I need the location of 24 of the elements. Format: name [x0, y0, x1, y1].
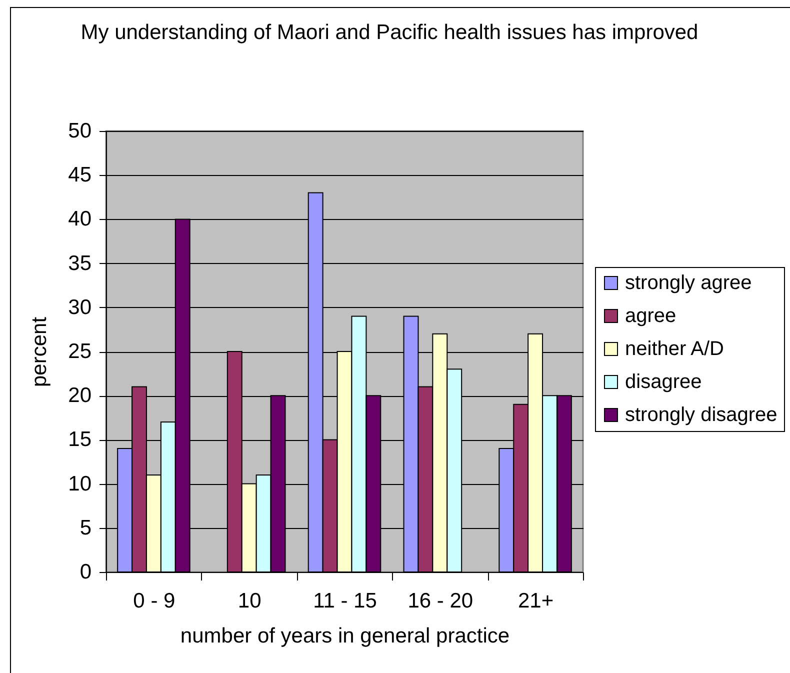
legend-label: strongly disagree	[625, 404, 778, 426]
chart-title: My understanding of Maori and Pacific health issues has improved	[80, 21, 698, 44]
legend-label: strongly agree	[625, 272, 752, 294]
x-tick-label: 0 - 9	[133, 590, 176, 612]
y-tick-label: 50	[68, 120, 92, 142]
y-tick-label: 0	[80, 560, 92, 584]
x-tick-label: 16 - 20	[408, 590, 474, 612]
y-tick-label: 10	[68, 472, 92, 496]
y-tick-label: 5	[80, 516, 92, 540]
x-tick-label: 21+	[518, 590, 554, 612]
y-tick-label: 25	[68, 340, 92, 363]
y-tick-label: 45	[68, 164, 92, 187]
legend-label: neither A/D	[625, 338, 724, 360]
y-tick-label: 20	[68, 384, 92, 408]
y-tick-label: 35	[68, 252, 92, 275]
y-tick-label: 30	[68, 296, 92, 319]
x-tick-label: 11 - 15	[313, 590, 377, 612]
y-tick-label: 15	[68, 428, 92, 452]
y-axis-title: percent	[28, 316, 52, 388]
legend-label: disagree	[625, 371, 702, 393]
x-axis-title: number of years in general practice	[180, 624, 510, 648]
legend-label: agree	[625, 305, 676, 327]
y-tick-label: 40	[68, 208, 92, 231]
x-tick-label: 10	[238, 590, 262, 612]
